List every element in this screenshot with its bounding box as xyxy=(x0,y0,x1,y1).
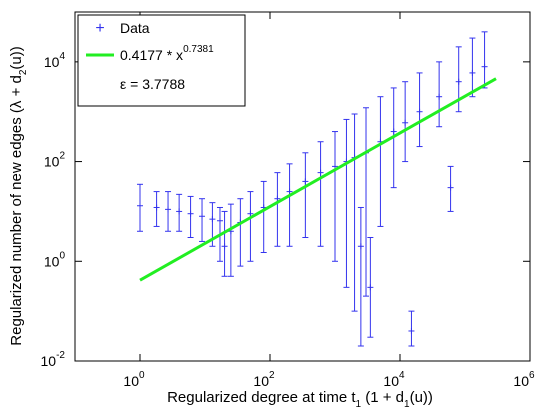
data-point xyxy=(455,78,462,85)
plot-frame xyxy=(74,11,531,362)
y-tick-label: 100 xyxy=(44,250,66,269)
x-label-sub1: 1 xyxy=(356,399,362,410)
x-label-end: (u)) xyxy=(410,389,433,406)
legend-fit-exponent: 0.7381 xyxy=(183,44,214,55)
data-point xyxy=(402,119,409,126)
y-axis-ticks: 10-2 100 102 104 xyxy=(41,51,530,369)
data-point xyxy=(317,169,324,176)
legend-fit-label: 0.4177 * x0.7381 xyxy=(120,44,214,63)
data-point xyxy=(216,217,223,224)
y-tick-label: 104 xyxy=(44,51,66,70)
data-point xyxy=(408,327,415,334)
data-point xyxy=(176,208,183,215)
x-label-sub2: 1 xyxy=(404,399,410,410)
data-point xyxy=(390,128,397,135)
legend-data-label: Data xyxy=(120,20,150,36)
data-point xyxy=(367,284,374,291)
data-point xyxy=(447,184,454,191)
legend: + Data 0.4177 * x0.7381 ε = 3.7788 xyxy=(77,14,246,107)
y-label-main: Regularized number of new edges (λ + d xyxy=(8,75,25,346)
data-point xyxy=(357,243,364,250)
data-point xyxy=(302,178,309,185)
data-point xyxy=(187,210,194,217)
legend-fit-base: 0.4177 * x xyxy=(120,47,183,63)
data-point xyxy=(481,63,488,70)
x-tick-label: 100 xyxy=(123,370,145,389)
data-point xyxy=(416,108,423,115)
data-point xyxy=(153,204,160,211)
y-tick-label: 10-2 xyxy=(41,350,66,369)
legend-box xyxy=(77,14,246,107)
data-point xyxy=(165,206,172,213)
legend-epsilon-label: ε = 3.7788 xyxy=(120,76,185,92)
data-point xyxy=(436,93,443,100)
x-tick-label: 104 xyxy=(383,370,405,389)
x-tick-label: 102 xyxy=(253,370,275,389)
x-label-main: Regularized degree at time t xyxy=(167,389,356,406)
legend-data-marker: + xyxy=(95,20,104,37)
data-point xyxy=(137,202,143,209)
y-axis-label: Regularized number of new edges (λ + d2(… xyxy=(8,46,29,345)
data-point xyxy=(221,243,228,250)
data-point xyxy=(247,210,254,217)
fit-line xyxy=(139,77,497,282)
y-label-sub: 2 xyxy=(18,69,29,75)
fit-line-group xyxy=(139,77,497,282)
data-point xyxy=(209,216,216,223)
data-point xyxy=(199,213,206,220)
data-point xyxy=(469,69,476,76)
data-point xyxy=(286,188,293,195)
x-label-mid: (1 + d xyxy=(361,389,404,406)
y-tick-label: 102 xyxy=(44,151,66,170)
x-axis-label: Regularized degree at time t1 (1 + d1(u)… xyxy=(167,389,433,410)
y-label-end: (u)) xyxy=(8,46,25,69)
x-tick-label: 106 xyxy=(513,370,535,389)
x-axis-ticks: 100 102 104 106 xyxy=(123,12,535,389)
